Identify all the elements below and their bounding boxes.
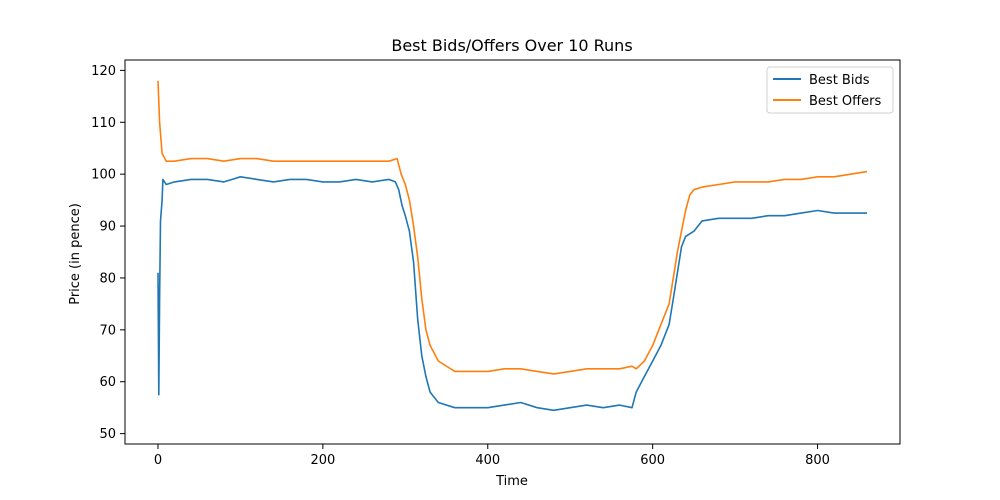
x-tick-label: 800	[805, 453, 830, 468]
legend-label-0: Best Bids	[809, 73, 870, 88]
y-tick-label: 100	[91, 168, 116, 183]
x-tick-label: 200	[310, 453, 335, 468]
x-axis-label: Time	[495, 474, 528, 489]
x-tick-label: 0	[154, 453, 162, 468]
plot-frame	[124, 59, 901, 445]
y-axis-ticks: 50 60 70 80 90 100 110 120	[91, 64, 125, 442]
legend-label-1: Best Offers	[809, 94, 881, 109]
series-line-0	[157, 176, 867, 412]
y-tick-label: 80	[99, 271, 116, 286]
y-tick-label: 50	[99, 427, 116, 442]
y-tick-label: 60	[99, 375, 116, 390]
y-tick-label: 90	[99, 220, 116, 235]
plot-area	[124, 59, 901, 445]
y-tick-label: 70	[99, 323, 116, 338]
x-tick-label: 400	[475, 453, 500, 468]
x-axis-ticks: 0 200 400 600 800	[154, 444, 830, 468]
y-axis-label: Price (in pence)	[68, 203, 83, 305]
x-tick-label: 600	[640, 453, 665, 468]
legend: Best Bids Best Offers	[766, 66, 894, 114]
y-tick-label: 110	[91, 116, 116, 131]
series-line-1	[157, 80, 868, 375]
y-tick-label: 120	[91, 64, 116, 79]
chart-title: Best Bids/Offers Over 10 Runs	[391, 36, 632, 55]
